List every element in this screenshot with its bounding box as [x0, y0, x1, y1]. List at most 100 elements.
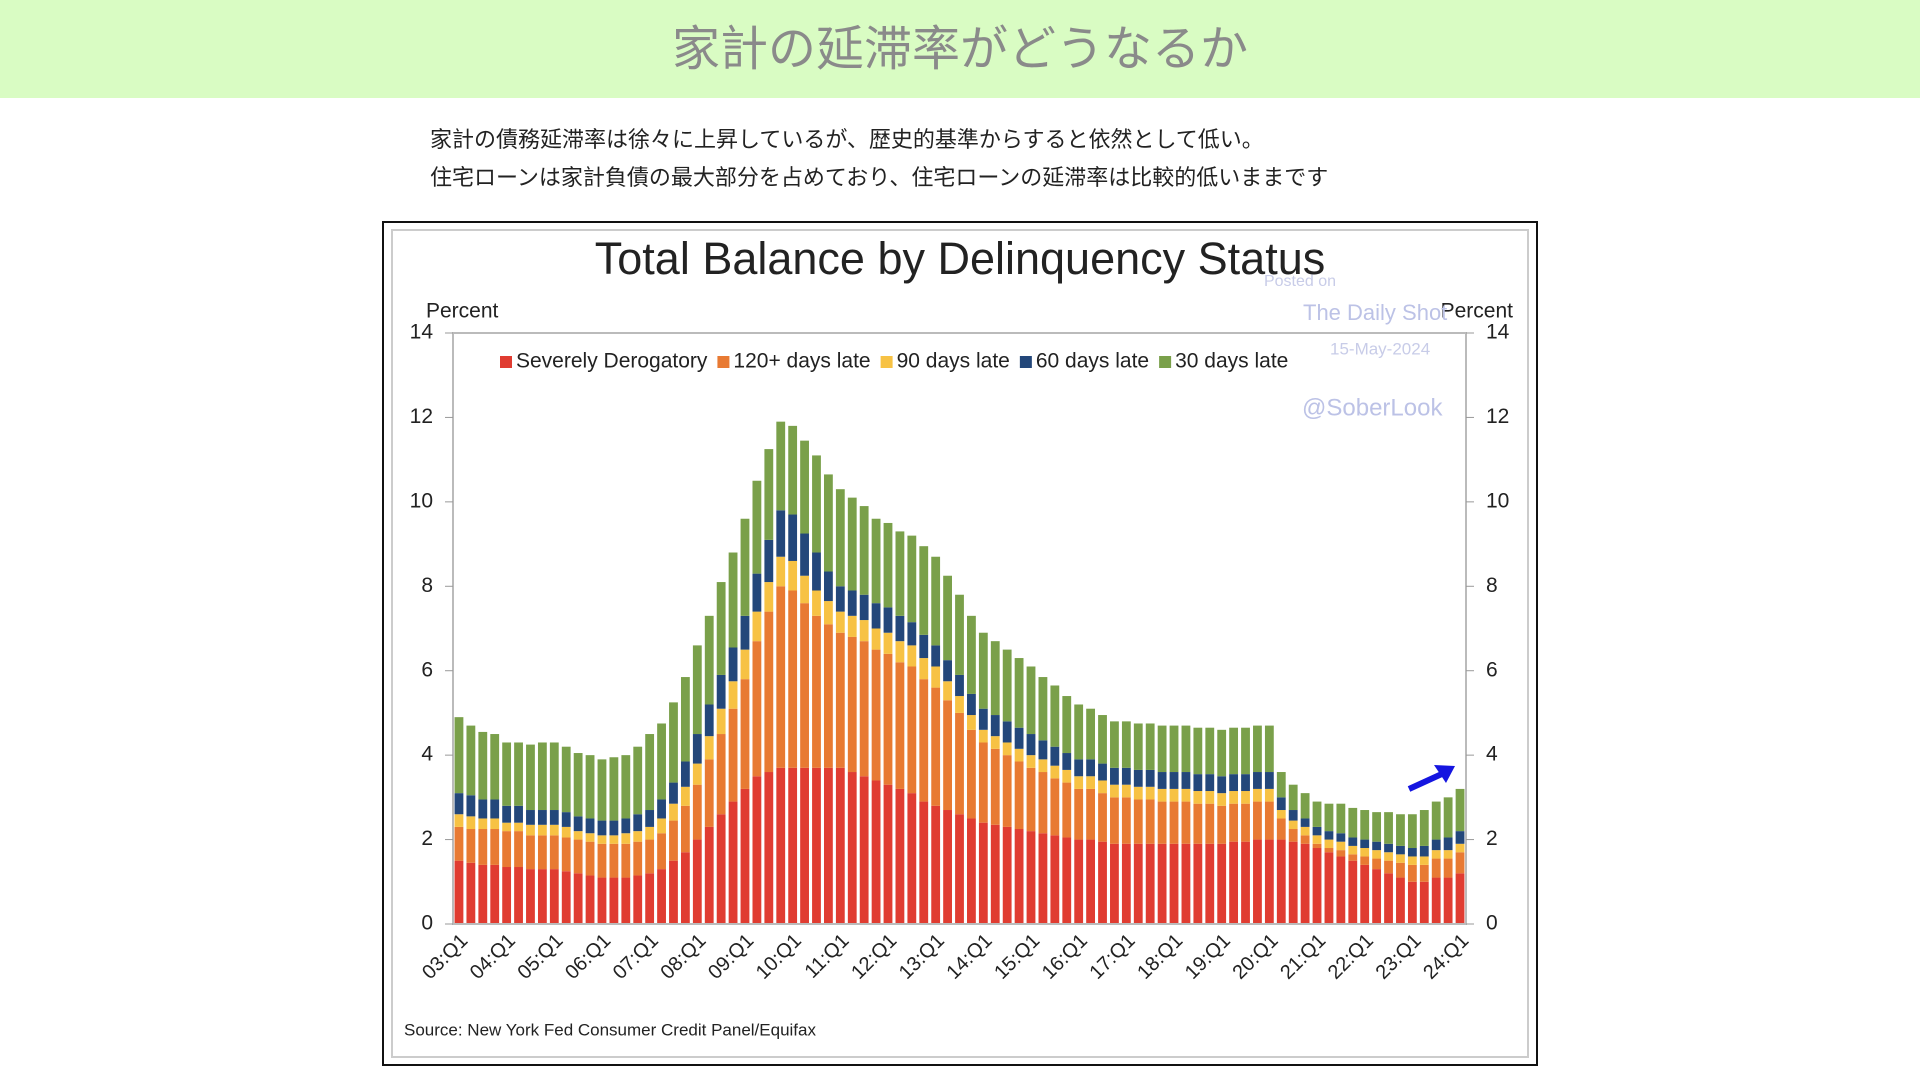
bar-segment [1098, 841, 1107, 924]
bar-segment [978, 632, 988, 709]
bar-segment [967, 615, 976, 694]
bar-segment [1110, 721, 1119, 768]
bar-segment [680, 852, 690, 924]
bar-segment [1419, 845, 1429, 857]
bar-segment [859, 776, 869, 924]
bar-segment [1229, 791, 1239, 804]
bar-segment [549, 742, 559, 811]
bar-segment [1431, 839, 1441, 851]
bar-segment [537, 869, 547, 924]
bar-segment [1407, 848, 1417, 857]
bar-segment [1121, 721, 1131, 768]
bar-segment [680, 786, 690, 806]
bar-segment [1407, 864, 1417, 882]
bar-segment [1419, 881, 1429, 924]
bar-segment [1384, 812, 1393, 844]
bar-segment [1014, 761, 1024, 830]
bar-segment [573, 816, 583, 832]
bar-segment [704, 615, 714, 705]
bar-segment [1348, 845, 1358, 855]
bar-segment [454, 814, 464, 827]
bar-segment [1300, 835, 1310, 844]
bar-segment [895, 531, 905, 616]
bar-segment [1264, 839, 1274, 924]
bar-segment [859, 594, 869, 621]
bar-segment [1300, 826, 1310, 836]
bar-segment [1419, 856, 1429, 865]
bar-segment [1443, 797, 1453, 838]
bar-segment [1026, 767, 1036, 832]
watermark: @SoberLook [1302, 394, 1443, 421]
bar-segment [931, 805, 941, 924]
bar-segment [561, 871, 571, 924]
bar-segment [1360, 864, 1370, 924]
bar-segment [1121, 784, 1131, 798]
bar-segment [895, 641, 905, 663]
bar-segment [1062, 837, 1072, 924]
bar-segment [633, 841, 643, 876]
bar-segment [990, 715, 1000, 737]
bar-segment [1396, 877, 1405, 924]
bar-segment [669, 860, 678, 924]
bar-segment [1050, 765, 1060, 779]
bar-segment [1384, 860, 1393, 874]
bar-segment [1276, 810, 1286, 819]
bar-segment [680, 761, 690, 787]
description-line: 住宅ローンは家計負債の最大部分を占めており、住宅ローンの延滞率は比較的低いままで… [430, 166, 1328, 191]
bar-segment [1264, 772, 1274, 789]
bar-segment [1229, 774, 1239, 792]
bar-segment [490, 829, 500, 865]
bar-segment [692, 734, 702, 764]
bar-segment [1074, 759, 1084, 777]
bar-segment [835, 586, 845, 612]
bar-segment [549, 835, 559, 870]
bar-segment [1002, 721, 1012, 743]
bar-segment [740, 615, 750, 650]
bar-segment [657, 818, 666, 834]
bar-segment [609, 835, 619, 844]
bar-segment [1086, 708, 1096, 760]
y-tick-label: 12 [410, 405, 433, 428]
bar-segment [812, 455, 821, 553]
bar-segment [609, 820, 619, 836]
bar-segment [1253, 788, 1262, 802]
bar-segment [835, 632, 845, 768]
bar-segment [823, 571, 833, 602]
bar-segment [835, 611, 845, 633]
bar-segment [645, 734, 655, 811]
bar-segment [669, 702, 678, 783]
bar-segment [1396, 862, 1405, 878]
bar-segment [549, 824, 559, 836]
bar-segment [1336, 850, 1346, 857]
bar-segment [967, 818, 976, 924]
bar-segment [657, 833, 666, 870]
y2-tick-label: 6 [1486, 658, 1498, 681]
bar-segment [597, 843, 607, 878]
bar-segment [585, 841, 595, 876]
bar-segment [1074, 704, 1084, 760]
bar-segment [1241, 841, 1250, 924]
bar-segment [585, 875, 595, 924]
bar-segment [1276, 797, 1286, 811]
bar-segment [764, 539, 774, 583]
bar-segment [1074, 776, 1084, 789]
bar-segment [704, 759, 714, 827]
bar-segment [502, 822, 512, 832]
bar-segment [573, 873, 583, 924]
bar-segment [454, 826, 464, 861]
bar-segment [1455, 852, 1465, 874]
bar-segment [1288, 810, 1298, 821]
bar-segment [1324, 848, 1334, 853]
bar-segment [1086, 776, 1096, 789]
bar-segment [514, 805, 523, 823]
bar-segment [466, 795, 476, 817]
bar-segment [752, 573, 762, 612]
bar-segment [776, 586, 786, 768]
bar-segment [621, 843, 631, 878]
bar-segment [514, 822, 523, 832]
legend-label: 120+ days late [733, 350, 870, 373]
bar-segment [847, 497, 857, 591]
bar-segment [1205, 791, 1215, 804]
bar-segment [1264, 801, 1274, 840]
